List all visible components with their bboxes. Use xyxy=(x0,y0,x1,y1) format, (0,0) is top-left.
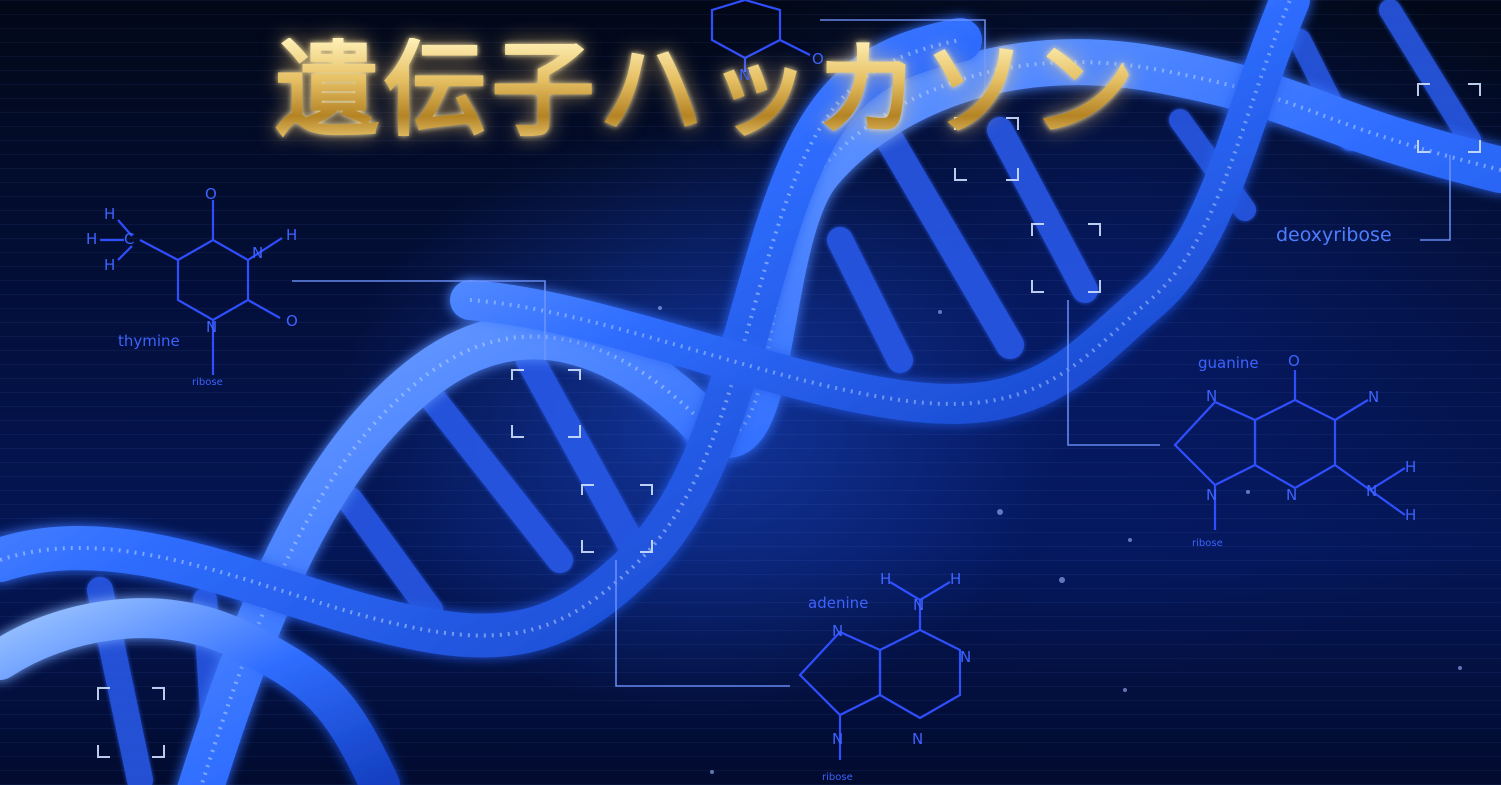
atom-n: N xyxy=(1206,486,1218,504)
atom-n: N xyxy=(1206,387,1218,405)
deoxyribose-label: deoxyribose xyxy=(1276,224,1392,246)
banner-title: 遺伝子ハッカソン xyxy=(275,29,1140,151)
atom-h: H xyxy=(104,256,116,274)
atom-o: O xyxy=(812,50,824,68)
atom-n: N xyxy=(913,596,925,614)
atom-o: O xyxy=(1288,352,1300,370)
atom-h: H xyxy=(950,570,962,588)
guanine-structure xyxy=(1173,370,1406,530)
guanine-ribose-label: ribose xyxy=(1192,538,1223,549)
atom-h: H xyxy=(104,205,116,223)
atom-n: N xyxy=(1286,486,1298,504)
adenine-ribose-label: ribose xyxy=(822,772,853,783)
atom-n: N xyxy=(1366,482,1378,500)
atom-n: N xyxy=(206,318,218,336)
atom-o: O xyxy=(286,312,298,330)
atom-c: C xyxy=(124,230,135,248)
callout-lines xyxy=(292,19,1451,687)
atom-h: H xyxy=(880,570,892,588)
thymine-structure xyxy=(100,200,283,375)
thymine-label: thymine xyxy=(118,332,180,350)
atom-h: H xyxy=(1405,458,1417,476)
thymine-ribose-label: ribose xyxy=(192,377,223,388)
focus-brackets xyxy=(97,83,1481,758)
atom-n: N xyxy=(832,622,844,640)
atom-n: N xyxy=(960,648,972,666)
floating-particles xyxy=(658,306,1462,774)
atom-h: H xyxy=(286,226,298,244)
atom-h: H xyxy=(86,230,98,248)
atom-n: N xyxy=(1368,388,1380,406)
dna-strand-left xyxy=(0,598,400,785)
adenine-structure xyxy=(798,581,962,760)
atom-n: N xyxy=(739,66,751,84)
adenine-label: adenine xyxy=(808,594,869,612)
atom-n: N xyxy=(912,730,924,748)
guanine-label: guanine xyxy=(1198,354,1259,372)
atom-o: O xyxy=(205,185,217,203)
top-partial-structure xyxy=(710,0,811,72)
atom-n: N xyxy=(832,730,844,748)
atom-n: N xyxy=(252,244,264,262)
atom-h: H xyxy=(1405,506,1417,524)
